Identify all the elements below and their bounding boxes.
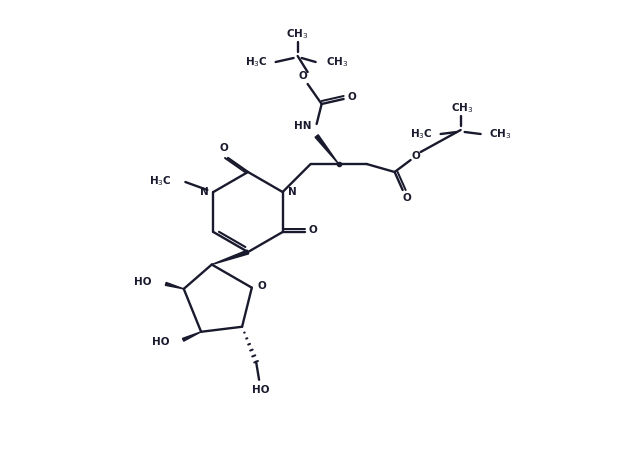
Text: H$_3$C: H$_3$C [245, 55, 268, 69]
Text: CH$_3$: CH$_3$ [489, 127, 511, 141]
Text: O: O [220, 143, 228, 153]
Text: CH$_3$: CH$_3$ [287, 27, 309, 41]
Text: O: O [298, 71, 307, 81]
Text: N: N [200, 187, 209, 197]
Polygon shape [212, 250, 249, 265]
Text: O: O [257, 281, 266, 290]
Text: HO: HO [252, 385, 270, 395]
Text: HO: HO [152, 337, 169, 347]
Text: O: O [308, 225, 317, 235]
Text: O: O [412, 151, 420, 161]
Text: N: N [287, 187, 296, 197]
Text: H$_3$C: H$_3$C [148, 174, 172, 188]
Text: H$_3$C: H$_3$C [410, 127, 433, 141]
Text: O: O [348, 92, 356, 102]
Text: HN: HN [294, 121, 312, 131]
Text: CH$_3$: CH$_3$ [451, 101, 474, 115]
Text: HO: HO [134, 277, 152, 287]
Text: CH$_3$: CH$_3$ [326, 55, 348, 69]
Text: O: O [403, 193, 411, 203]
Polygon shape [165, 282, 184, 289]
Polygon shape [182, 332, 201, 341]
Polygon shape [315, 135, 339, 164]
